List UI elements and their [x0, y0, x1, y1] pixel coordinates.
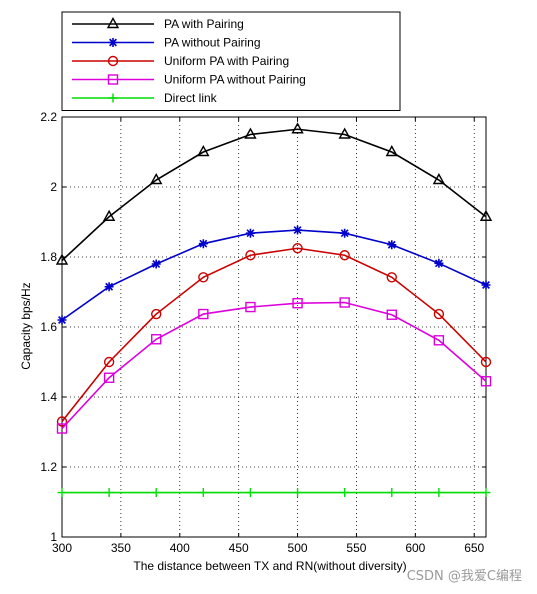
data-point-marker [55, 253, 69, 265]
y-tick-label: 1.4 [40, 390, 57, 404]
legend-marker [108, 93, 118, 103]
data-point-marker [245, 301, 256, 313]
data-point-marker [103, 356, 115, 368]
data-point-marker [481, 488, 491, 498]
series-0 [55, 122, 493, 265]
series-line [61, 229, 487, 321]
data-point-marker [293, 225, 303, 235]
data-point-marker [387, 240, 397, 250]
x-tick-label: 650 [464, 541, 484, 555]
legend-label: Direct link [164, 91, 218, 105]
y-tick-label: 1.6 [40, 320, 57, 334]
data-point-marker [386, 272, 397, 283]
legend: PA with Pairing PA without Pairing Uniform… [61, 11, 401, 111]
legend-label: Uniform PA without Pairing [164, 73, 306, 87]
y-tick-label: 1.8 [40, 250, 57, 264]
data-point-marker [387, 488, 397, 498]
data-point-marker [151, 308, 162, 320]
x-tick-label: 300 [52, 541, 72, 555]
data-point-marker [151, 259, 161, 269]
data-point-marker [103, 372, 115, 383]
data-point-marker [244, 127, 257, 139]
x-tick-label: 450 [229, 541, 249, 555]
x-tick-label: 600 [405, 541, 425, 555]
grid [62, 117, 486, 537]
data-point-marker [340, 488, 350, 498]
data-point-marker [480, 376, 492, 387]
x-tick-label: 400 [170, 541, 190, 555]
legend-item: Uniform PA with Pairing [72, 54, 289, 68]
x-tick-label: 500 [288, 541, 308, 555]
data-point-marker [198, 272, 209, 283]
data-point-marker [102, 209, 116, 221]
data-point-marker [339, 250, 350, 261]
data-point-marker [56, 423, 68, 434]
data-point-marker [198, 488, 208, 498]
x-axis-label: The distance between TX and RN(without d… [133, 559, 406, 573]
y-tick-label: 2.2 [40, 110, 57, 124]
data-point-marker [433, 308, 445, 320]
data-point-marker [245, 250, 256, 261]
data-point-marker [151, 334, 162, 345]
legend-item: Uniform PA without Pairing [72, 73, 306, 87]
x-ticks: 300 350 400 450 500 550 600 650 [52, 117, 485, 555]
series [55, 122, 493, 498]
legend-item: PA with Pairing [72, 17, 244, 31]
series-3 [56, 297, 492, 434]
data-point-marker [291, 122, 304, 134]
data-point-marker [245, 228, 255, 238]
data-point-marker [481, 280, 491, 290]
data-point-marker [385, 145, 398, 157]
data-point-marker [150, 173, 163, 185]
legend-marker [108, 38, 118, 47]
data-point-marker [56, 416, 68, 427]
data-point-marker [386, 309, 397, 320]
data-point-marker [57, 488, 67, 498]
legend-marker [106, 17, 120, 29]
series-line [61, 301, 487, 430]
legend-label: PA with Pairing [164, 17, 244, 31]
y-ticks: 1 1.2 1.4 1.6 1.8 2 2.2 [40, 110, 486, 544]
data-point-marker [104, 282, 114, 292]
data-point-marker [432, 173, 446, 185]
data-point-marker [338, 127, 351, 139]
y-tick-label: 2 [50, 180, 57, 194]
data-point-marker [198, 239, 208, 249]
legend-item: Direct link [72, 91, 218, 105]
series-2 [56, 243, 492, 427]
series-line [61, 128, 487, 262]
y-tick-label: 1 [50, 530, 57, 544]
legend-marker [107, 74, 119, 85]
data-point-marker [480, 356, 492, 368]
data-point-marker [339, 297, 350, 308]
series-line [61, 247, 487, 422]
data-point-marker [292, 298, 303, 309]
data-point-marker [293, 488, 303, 498]
x-tick-label: 350 [111, 541, 131, 555]
legend-item: PA without Pairing [72, 36, 261, 50]
data-point-marker [434, 258, 444, 268]
data-point-marker [104, 488, 114, 498]
data-point-marker [292, 243, 303, 254]
data-point-marker [479, 209, 493, 221]
x-tick-label: 550 [346, 541, 366, 555]
legend-label: PA without Pairing [164, 36, 261, 50]
series-1 [57, 225, 491, 325]
legend-marker [107, 55, 119, 67]
data-point-marker [198, 308, 209, 320]
data-point-marker [57, 315, 67, 325]
data-point-marker [434, 488, 444, 498]
data-point-marker [245, 488, 255, 498]
data-point-marker [340, 228, 350, 238]
y-axis-label: Capacity bps/Hz [19, 282, 33, 369]
y-tick-label: 1.2 [40, 460, 57, 474]
data-point-marker [197, 145, 210, 157]
series-4 [57, 488, 491, 498]
data-point-marker [433, 335, 445, 346]
legend-label: Uniform PA with Pairing [164, 54, 289, 68]
data-point-marker [151, 488, 161, 498]
watermark: CSDN @我爱C编程 [407, 569, 522, 584]
